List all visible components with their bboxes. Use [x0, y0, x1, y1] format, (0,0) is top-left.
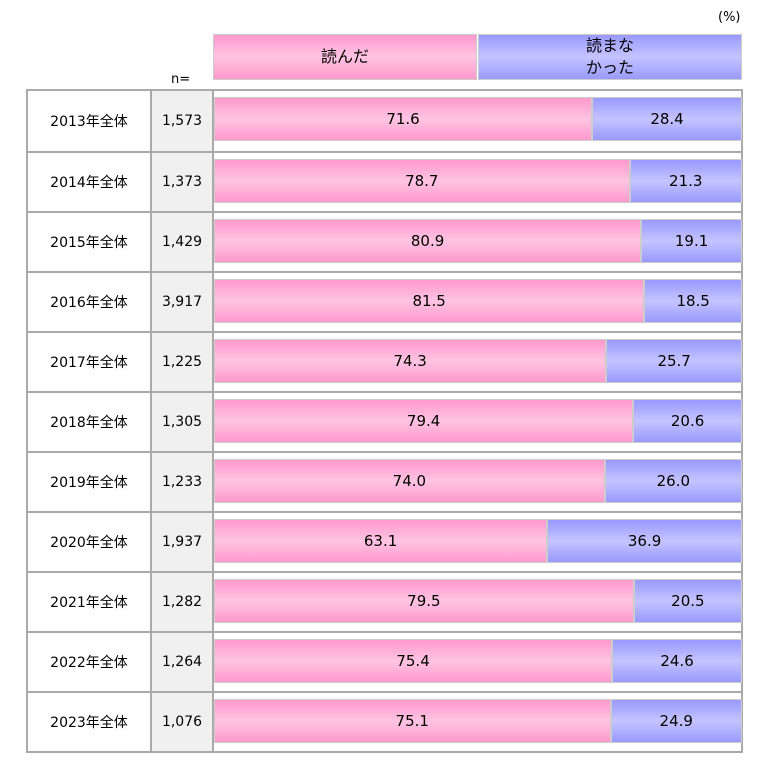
data-label: 81.5 — [412, 292, 446, 310]
category-label: 2014年全体 — [28, 153, 152, 211]
bar-not-read: 28.4 — [592, 97, 742, 141]
table-row: 2023年全体 1,076 75.1 24.9 — [28, 691, 742, 751]
category-label: 2018年全体 — [28, 393, 152, 451]
n-value: 1,233 — [152, 453, 214, 511]
n-value: 1,573 — [152, 91, 214, 151]
bar-not-read: 20.6 — [633, 399, 742, 443]
category-label: 2016年全体 — [28, 273, 152, 331]
table-row: 2022年全体 1,264 75.4 24.6 — [28, 631, 742, 691]
bar-read: 79.4 — [214, 399, 634, 443]
data-label: 78.7 — [405, 172, 439, 190]
n-value: 1,937 — [152, 513, 214, 571]
n-value: 1,429 — [152, 213, 214, 271]
data-label: 71.6 — [386, 110, 420, 128]
n-value: 3,917 — [152, 273, 214, 331]
bar-read: 81.5 — [214, 279, 645, 323]
table-row: 2020年全体 1,937 63.1 36.9 — [28, 511, 742, 571]
bar-read: 75.1 — [214, 699, 611, 743]
legend-not-read: 読まな かった — [478, 34, 742, 80]
n-value: 1,264 — [152, 633, 214, 691]
table-row: 2014年全体 1,373 78.7 21.3 — [28, 151, 742, 211]
n-value: 1,305 — [152, 393, 214, 451]
data-label: 75.4 — [396, 652, 430, 670]
category-label: 2013年全体 — [28, 91, 152, 151]
table-row: 2018年全体 1,305 79.4 20.6 — [28, 391, 742, 451]
bar-not-read: 24.6 — [612, 639, 742, 683]
category-label: 2022年全体 — [28, 633, 152, 691]
category-label: 2019年全体 — [28, 453, 152, 511]
n-value: 1,282 — [152, 573, 214, 631]
bar-read: 78.7 — [214, 159, 630, 203]
n-value: 1,373 — [152, 153, 214, 211]
data-label: 18.5 — [676, 292, 710, 310]
bar-read: 71.6 — [214, 97, 593, 141]
data-label: 63.1 — [363, 532, 398, 550]
category-label: 2020年全体 — [28, 513, 152, 571]
data-label: 19.1 — [674, 232, 709, 250]
category-label: 2023年全体 — [28, 693, 152, 751]
n-value: 1,076 — [152, 693, 214, 751]
bar-not-read: 26.0 — [604, 459, 742, 503]
category-label: 2021年全体 — [28, 573, 152, 631]
data-label: 79.5 — [407, 592, 441, 610]
n-value: 1,225 — [152, 333, 214, 391]
data-label: 25.7 — [657, 352, 691, 370]
data-label: 21.3 — [669, 172, 703, 190]
table-row: 2019年全体 1,233 74.0 26.0 — [28, 451, 742, 511]
bar-not-read: 19.1 — [641, 219, 742, 263]
table-row: 2017年全体 1,225 74.3 25.7 — [28, 331, 742, 391]
bar-read: 75.4 — [214, 639, 613, 683]
legend-read: 読んだ — [213, 34, 477, 80]
bar-read: 63.1 — [214, 519, 548, 563]
legend-not-read-label: 読まな かった — [585, 36, 634, 77]
n-header: n= — [171, 72, 191, 87]
bar-read: 79.5 — [214, 579, 634, 623]
data-label: 26.0 — [656, 472, 691, 490]
unit-label: (%) — [718, 10, 741, 25]
table-row: 2013年全体 1,573 71.6 28.4 — [28, 91, 742, 151]
bar-read: 74.0 — [214, 459, 605, 503]
table-row: 2016年全体 3,917 81.5 18.5 — [28, 271, 742, 331]
bar-read: 74.3 — [214, 339, 607, 383]
legend-read-label: 読んだ — [320, 47, 369, 66]
data-label: 74.3 — [393, 352, 427, 370]
bar-read: 80.9 — [214, 219, 642, 263]
table-row: 2015年全体 1,429 80.9 19.1 — [28, 211, 742, 271]
bar-not-read: 36.9 — [547, 519, 742, 563]
chart-table: 2013年全体 1,573 71.6 28.4 2014年全体 1,373 78.7 21.3… — [26, 89, 743, 753]
category-label: 2017年全体 — [28, 333, 152, 391]
bar-not-read: 25.7 — [606, 339, 742, 383]
table-row: 2021年全体 1,282 79.5 20.5 — [28, 571, 742, 631]
data-label: 24.9 — [659, 712, 693, 730]
bar-not-read: 21.3 — [629, 159, 742, 203]
data-label: 20.6 — [670, 412, 705, 430]
data-label: 79.4 — [406, 412, 441, 430]
data-label: 36.9 — [627, 532, 662, 550]
data-label: 24.6 — [660, 652, 694, 670]
data-label: 75.1 — [395, 712, 429, 730]
data-label: 74.0 — [392, 472, 427, 490]
bar-not-read: 18.5 — [644, 279, 742, 323]
data-label: 20.5 — [671, 592, 705, 610]
data-label: 28.4 — [650, 110, 684, 128]
bar-not-read: 24.9 — [610, 699, 742, 743]
category-label: 2015年全体 — [28, 213, 152, 271]
data-label: 80.9 — [410, 232, 445, 250]
bar-not-read: 20.5 — [633, 579, 742, 623]
